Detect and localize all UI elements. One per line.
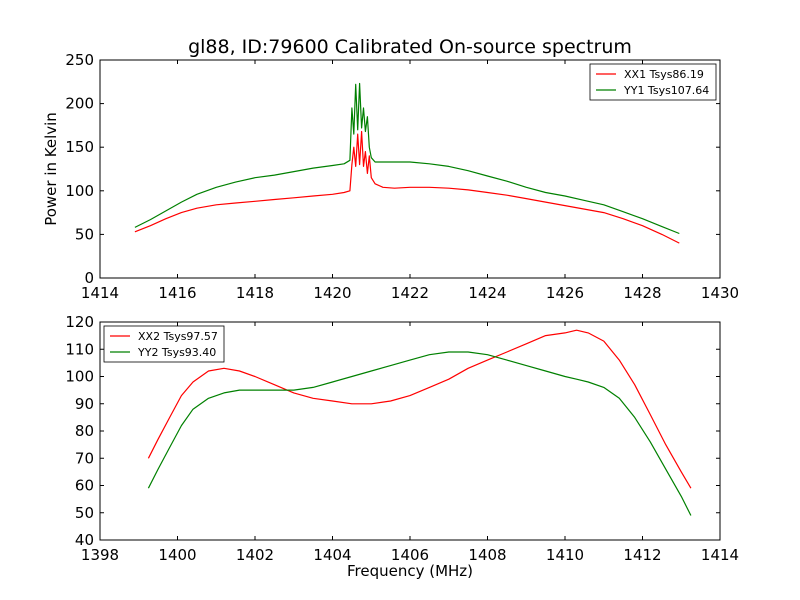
y-tick-label: 110: [65, 340, 94, 358]
y-tick-label: 100: [65, 368, 94, 386]
y-tick-label: 40: [75, 531, 94, 549]
y-tick-label: 50: [75, 225, 94, 243]
x-tick-label: 1400: [158, 546, 196, 564]
y-tick-label: 90: [75, 395, 94, 413]
x-tick-label: 1406: [391, 546, 429, 564]
legend-label: YY2 Tsys93.40: [137, 346, 216, 359]
series-line-yy1: [134, 82, 680, 235]
x-tick-label: 1412: [623, 546, 661, 564]
plot-frame: [99, 59, 721, 279]
y-tick-label: 60: [75, 477, 94, 495]
plot-frame: [99, 321, 721, 541]
legend-label: XX1 Tsys86.19: [624, 68, 704, 81]
y-tick-label: 50: [75, 504, 94, 522]
y-tick-label: 70: [75, 449, 94, 467]
y-tick-label: 120: [65, 313, 94, 331]
x-tick-label: 1408: [468, 546, 506, 564]
y-axis-label: Power in Kelvin: [42, 112, 60, 226]
y-tick-label: 0: [84, 269, 94, 287]
x-tick-label: 1402: [236, 546, 274, 564]
series-line-xx2: [147, 329, 692, 489]
x-tick-label: 1424: [468, 284, 506, 302]
legend-box: [103, 325, 225, 363]
y-tick-label: 200: [65, 95, 94, 113]
x-axis-label: Frequency (MHz): [347, 562, 473, 580]
top-panel: 1414 1416 1418 1420 1422 1424 1426 1428 1430 0 50 1…: [65, 51, 739, 302]
x-tick-label: 1428: [623, 284, 661, 302]
x-tick-label: 1414: [701, 546, 739, 564]
series-line-yy2: [147, 351, 692, 516]
y-tick-label: 250: [65, 51, 94, 69]
x-tick-label: 1420: [313, 284, 351, 302]
x-tick-label: 1404: [313, 546, 351, 564]
x-tick-label: 1426: [546, 284, 584, 302]
x-tick-label: 1430: [701, 284, 739, 302]
chart-title: gl88, ID:79600 Calibrated On-source spec…: [188, 36, 632, 58]
y-tick-label: 100: [65, 182, 94, 200]
y-tick-label: 150: [65, 138, 94, 156]
x-tick-label: 1416: [158, 284, 196, 302]
x-tick-label: 1410: [546, 546, 584, 564]
x-tick-label: 1422: [391, 284, 429, 302]
legend-box: [589, 63, 717, 101]
legend-label: XX2 Tsys97.57: [138, 330, 218, 343]
bottom-panel: 1398 1400 1402 1404 1406 1408 1410 1412 1414 40 50…: [65, 313, 739, 564]
x-tick-label: 1418: [236, 284, 274, 302]
series-line-xx1: [134, 130, 680, 244]
x-tick-label: 1414: [81, 284, 119, 302]
legend-label: YY1 Tsys107.64: [623, 84, 709, 97]
y-tick-label: 80: [75, 422, 94, 440]
x-tick-label: 1398: [81, 546, 119, 564]
